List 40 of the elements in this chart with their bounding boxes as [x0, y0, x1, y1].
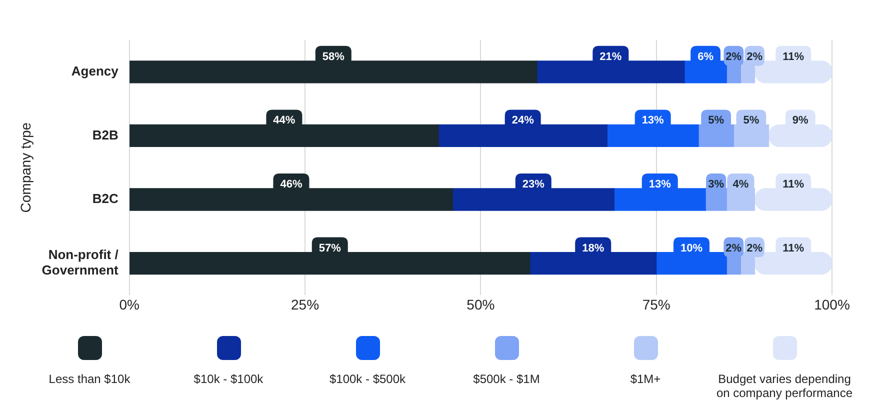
data-label: 4%: [732, 178, 749, 191]
y-tick-label: Agency: [71, 63, 120, 78]
data-label: 13%: [648, 178, 672, 191]
x-tick-label: 100%: [814, 296, 850, 312]
data-label: 2%: [726, 50, 742, 63]
data-label: 5%: [708, 114, 724, 127]
data-label: 23%: [522, 178, 545, 191]
legend-label: Less than $10k: [48, 372, 130, 386]
data-label: 6%: [698, 50, 714, 63]
data-label: 10%: [680, 242, 703, 254]
data-label: 21%: [600, 50, 622, 63]
data-label: 58%: [322, 50, 345, 63]
legend-label: $10k - $100k: [194, 372, 264, 386]
data-label: 3%: [708, 178, 724, 191]
data-label: 11%: [782, 50, 804, 63]
data-label: 2%: [726, 242, 742, 254]
x-tick-label: 75%: [642, 296, 670, 312]
data-label: 2%: [746, 242, 763, 254]
x-tick-label: 50%: [466, 296, 495, 312]
data-label: 9%: [792, 114, 809, 127]
y-tick-label: B2B: [92, 127, 118, 142]
data-label: 46%: [280, 178, 302, 191]
legend-label: Budget varies depending on company performance: [715, 372, 854, 400]
y-tick-label: B2C: [92, 191, 119, 206]
data-label: 11%: [782, 242, 804, 254]
data-label: 18%: [582, 242, 604, 254]
legend-label: $100k - $500k: [329, 372, 406, 386]
x-tick-label: 25%: [291, 296, 320, 312]
data-label: 13%: [642, 114, 664, 127]
x-tick-label: 0%: [119, 296, 140, 312]
data-label: 44%: [273, 114, 296, 127]
data-label: 57%: [318, 242, 342, 254]
y-tick-label: Non-profit / Government: [42, 247, 120, 278]
data-label: 2%: [746, 50, 763, 63]
data-label: 11%: [782, 178, 804, 191]
data-label: 24%: [512, 114, 534, 127]
legend-label: $500k - $1M: [473, 372, 540, 386]
data-label: 5%: [743, 114, 760, 127]
y-axis-title: Company type: [17, 122, 34, 213]
legend-label: $1M+: [630, 372, 661, 386]
